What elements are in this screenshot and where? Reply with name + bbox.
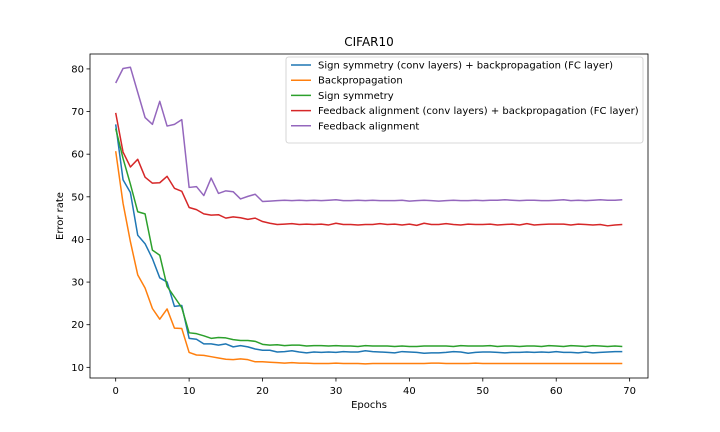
legend-box xyxy=(285,56,644,144)
x-tick-label: 50 xyxy=(476,386,489,397)
y-tick-label: 60 xyxy=(71,150,84,161)
x-tick-label: 30 xyxy=(330,386,343,397)
y-axis-label: Error rate xyxy=(55,192,66,240)
legend-label: Feedback alignment xyxy=(318,121,419,132)
legend-label: Sign symmetry xyxy=(318,91,394,102)
series-line-5 xyxy=(115,66,623,203)
series-line-4 xyxy=(114,112,623,227)
y-tick-label: 80 xyxy=(71,64,84,75)
x-tick-label: 0 xyxy=(113,386,119,397)
x-tick-label: 70 xyxy=(623,386,636,397)
legend-label: Sign symmetry (conv layers) + backpropag… xyxy=(318,61,613,72)
chart-title: CIFAR10 xyxy=(344,35,394,49)
series-line-2 xyxy=(114,151,623,365)
y-tick-label: 30 xyxy=(71,278,84,289)
y-tick-label: 40 xyxy=(71,235,84,246)
y-tick-label: 10 xyxy=(71,363,84,374)
legend-label: Backpropagation xyxy=(318,76,403,87)
y-axis: 10 20 30 40 50 60 70 80 xyxy=(71,64,90,374)
series-line-3 xyxy=(114,128,623,348)
series-line-1 xyxy=(114,124,623,355)
y-tick-label: 20 xyxy=(71,320,84,331)
x-axis-label: Epochs xyxy=(351,400,387,411)
y-tick-label: 50 xyxy=(71,192,84,203)
x-axis: 0 10 20 30 40 50 60 70 xyxy=(113,378,636,397)
series-layer xyxy=(114,66,623,365)
legend-label: Feedback alignment (conv layers) + backp… xyxy=(318,106,639,117)
plot-frame xyxy=(89,53,649,379)
x-tick-label: 10 xyxy=(183,386,196,397)
x-tick-label: 40 xyxy=(403,386,416,397)
y-tick-label: 70 xyxy=(71,107,84,118)
x-tick-label: 20 xyxy=(256,386,269,397)
x-tick-label: 60 xyxy=(550,386,563,397)
legend: Sign symmetry (conv layers) + backpropag… xyxy=(285,56,644,144)
